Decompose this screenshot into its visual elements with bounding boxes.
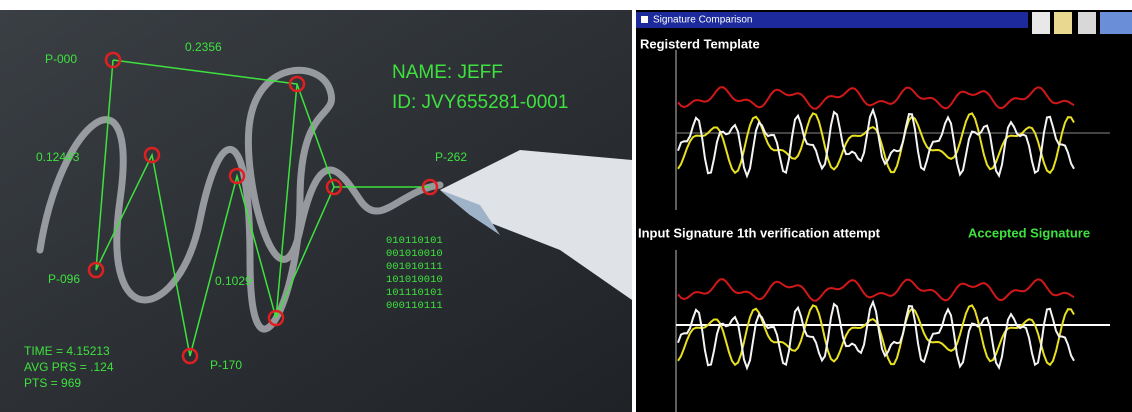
point-label: P-000 — [45, 52, 77, 66]
distance-label: 0.12443 — [36, 150, 80, 164]
toolbar-button[interactable] — [1078, 12, 1096, 34]
distance-label: 0.1029 — [215, 274, 252, 288]
window-icon — [641, 16, 648, 23]
id: ID: JVY655281-0001 — [392, 92, 568, 113]
window-title: Signature Comparison — [653, 15, 753, 26]
point-label: P-262 — [435, 150, 467, 164]
stat: TIME = 4.15213 — [24, 344, 110, 358]
binary-line: 010110101 — [386, 235, 443, 247]
point-label: P-170 — [210, 358, 242, 372]
binary-block: 0101101010010100100010101111010100101011… — [386, 235, 443, 312]
binary-line: 101110101 — [386, 287, 443, 299]
binary-line: 001010111 — [386, 261, 443, 273]
toolbar-button[interactable] — [1032, 12, 1050, 34]
comparison-window: Signature Comparison Registerd Template … — [636, 10, 1132, 412]
toolbar-button[interactable] — [1100, 12, 1132, 34]
binary-line: 000110111 — [386, 300, 443, 312]
status: Accepted Signature — [968, 225, 1090, 240]
name: NAME: JEFF — [392, 62, 503, 83]
capture-panel: P-000 P-096 P-170 P-262 0.2356 0.12443 0… — [0, 10, 632, 412]
screenshot: P-000 P-096 P-170 P-262 0.2356 0.12443 0… — [0, 0, 1132, 412]
distance-label: 0.2356 — [185, 40, 222, 54]
stat: PTS = 969 — [24, 376, 81, 390]
binary-line: 101010010 — [386, 274, 443, 286]
binary-line: 001010010 — [386, 248, 443, 260]
point-label: P-096 — [48, 272, 80, 286]
toolbar-button[interactable] — [1054, 12, 1072, 34]
stat: AVG PRS = .124 — [24, 360, 114, 374]
input-label: Input Signature 1th verification attempt — [638, 225, 881, 240]
template-label: Registerd Template — [640, 36, 760, 51]
